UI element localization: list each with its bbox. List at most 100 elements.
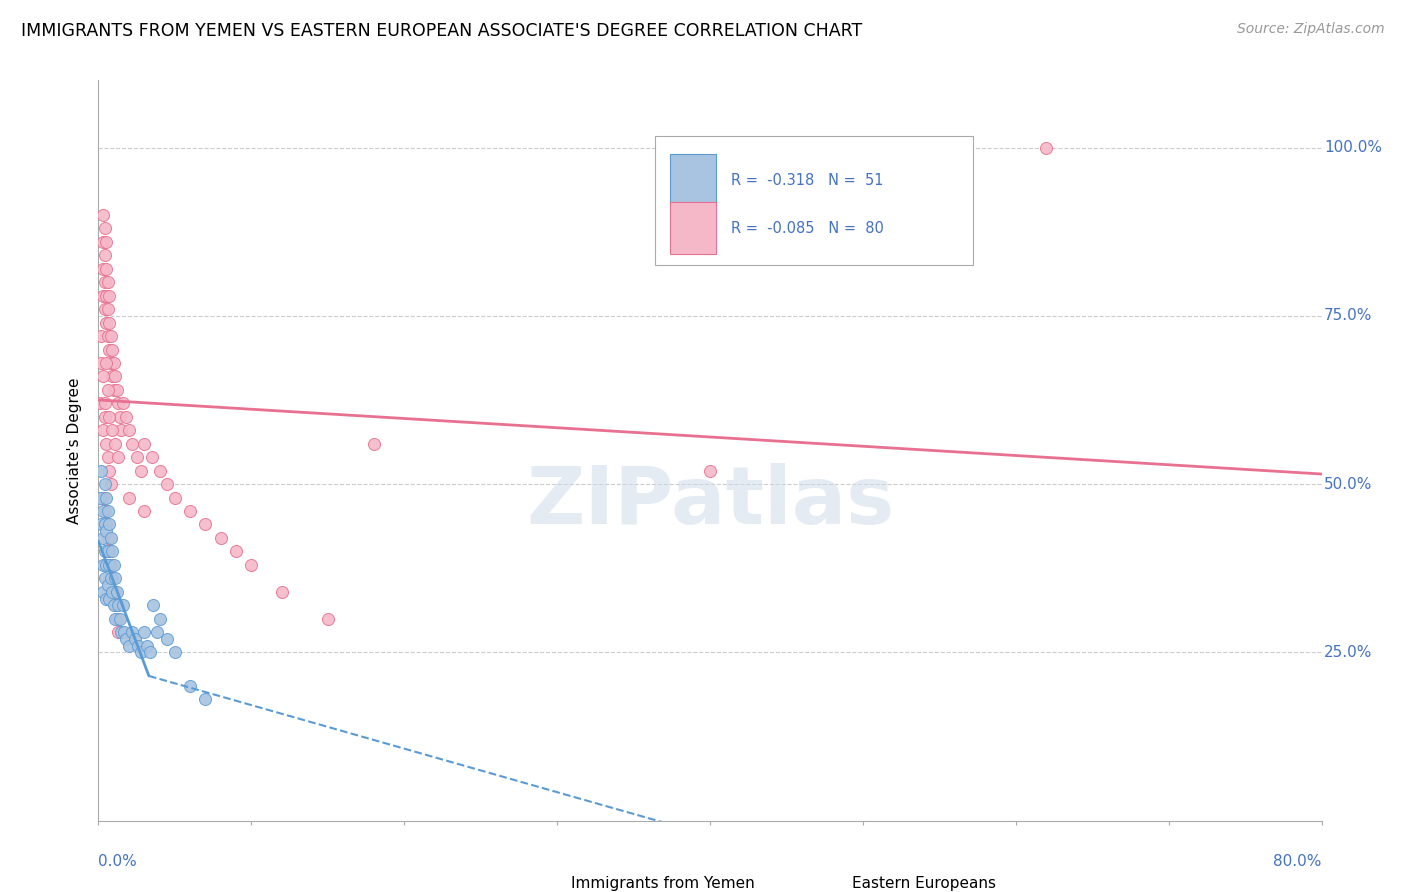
Point	[94, 316, 117, 330]
Point	[98, 409, 121, 424]
Point	[145, 625, 167, 640]
Point	[101, 369, 124, 384]
Point	[97, 329, 120, 343]
Point	[91, 288, 114, 302]
Point	[125, 450, 148, 465]
Point	[141, 450, 163, 465]
Point	[118, 491, 141, 505]
Point	[90, 329, 112, 343]
Text: Immigrants from Yemen: Immigrants from Yemen	[571, 876, 755, 891]
Point	[91, 531, 114, 545]
Point	[101, 423, 124, 437]
Point	[89, 396, 111, 410]
Point	[270, 584, 292, 599]
Point	[104, 571, 127, 585]
Point	[225, 544, 247, 558]
Point	[108, 612, 131, 626]
Point	[105, 383, 128, 397]
Point	[121, 625, 143, 640]
Point	[100, 477, 122, 491]
Point	[209, 531, 232, 545]
Point	[129, 464, 152, 478]
Bar	[808, 868, 842, 892]
Point	[91, 491, 114, 505]
Point	[129, 645, 152, 659]
FancyBboxPatch shape	[655, 136, 973, 266]
Point	[101, 544, 124, 558]
Point	[112, 625, 135, 640]
Point	[93, 544, 115, 558]
Point	[98, 464, 121, 478]
Point	[107, 396, 129, 410]
Point	[104, 436, 127, 450]
Point	[163, 491, 186, 505]
Point	[90, 517, 112, 532]
Point	[100, 558, 122, 572]
Point	[194, 692, 217, 706]
Point	[149, 464, 172, 478]
Point	[107, 599, 129, 613]
Point	[93, 517, 115, 532]
Text: ZIPatlas: ZIPatlas	[526, 463, 894, 541]
Bar	[669, 154, 716, 206]
Point	[105, 612, 128, 626]
Point	[91, 558, 114, 572]
Text: Source: ZipAtlas.com: Source: ZipAtlas.com	[1237, 22, 1385, 37]
Point	[91, 369, 114, 384]
Point	[139, 645, 162, 659]
Point	[97, 275, 120, 289]
Text: 100.0%: 100.0%	[1324, 140, 1382, 155]
Point	[98, 288, 121, 302]
Point	[93, 302, 115, 317]
Point	[100, 329, 122, 343]
Point	[98, 558, 121, 572]
Point	[101, 343, 124, 357]
Point	[93, 221, 115, 235]
Point	[107, 625, 129, 640]
Point	[93, 504, 115, 518]
Point	[111, 599, 134, 613]
Text: 25.0%: 25.0%	[1324, 645, 1372, 660]
Point	[89, 491, 111, 505]
Bar	[526, 868, 561, 892]
Point	[1035, 140, 1057, 154]
Point	[93, 396, 115, 410]
Point	[97, 504, 120, 518]
Point	[121, 436, 143, 450]
Point	[100, 531, 122, 545]
Point	[90, 464, 112, 478]
Point	[98, 517, 121, 532]
Point	[97, 302, 120, 317]
Point	[94, 288, 117, 302]
Point	[115, 409, 138, 424]
Point	[94, 517, 117, 532]
Text: IMMIGRANTS FROM YEMEN VS EASTERN EUROPEAN ASSOCIATE'S DEGREE CORRELATION CHART: IMMIGRANTS FROM YEMEN VS EASTERN EUROPEA…	[21, 22, 862, 40]
Point	[115, 632, 138, 646]
Point	[94, 235, 117, 249]
Point	[91, 208, 114, 222]
Text: R =  -0.318   N =  51: R = -0.318 N = 51	[731, 173, 883, 187]
Point	[98, 591, 121, 606]
Point	[699, 464, 721, 478]
Point	[94, 591, 117, 606]
Point	[94, 356, 117, 370]
Point	[104, 612, 127, 626]
Point	[91, 235, 114, 249]
Point	[149, 612, 172, 626]
Point	[136, 639, 159, 653]
Point	[100, 571, 122, 585]
Point	[98, 544, 121, 558]
Point	[103, 599, 125, 613]
Point	[94, 261, 117, 276]
Point	[97, 383, 120, 397]
Bar	[669, 202, 716, 254]
Point	[316, 612, 339, 626]
Y-axis label: Associate's Degree: Associate's Degree	[67, 377, 83, 524]
Point	[127, 639, 149, 653]
Point	[156, 632, 179, 646]
Point	[104, 599, 127, 613]
Point	[94, 491, 117, 505]
Point	[93, 275, 115, 289]
Point	[104, 369, 127, 384]
Point	[93, 477, 115, 491]
